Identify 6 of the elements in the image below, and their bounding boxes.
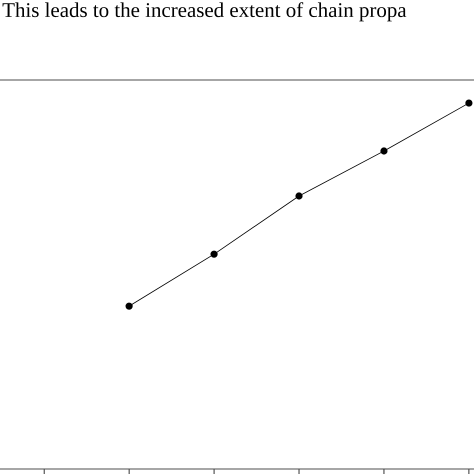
point	[380, 147, 388, 155]
point	[295, 192, 303, 200]
point	[126, 302, 133, 310]
point	[210, 250, 218, 258]
point	[465, 99, 472, 107]
text: This leads to the increased extent of chain propa	[2, 2, 406, 22]
